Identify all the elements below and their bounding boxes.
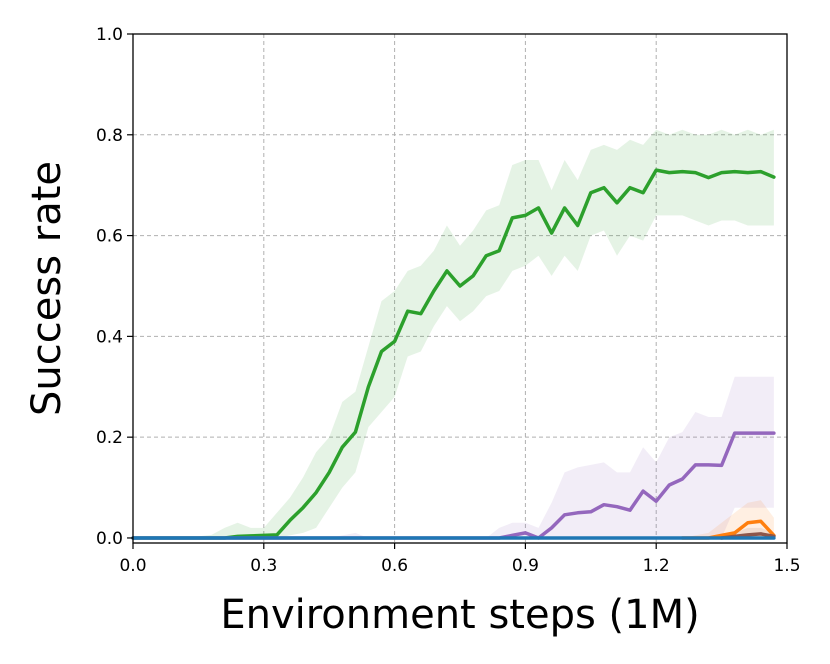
x-tick-label: 1.5 [773, 556, 800, 576]
y-tick-label: 0.4 [96, 327, 123, 347]
x-tick-label: 0.6 [381, 556, 408, 576]
y-tick-label: 0.0 [96, 529, 123, 549]
x-tick-label: 0.0 [119, 556, 146, 576]
y-tick-label: 0.8 [96, 126, 123, 146]
series-1-band [133, 376, 774, 538]
grid-lines [133, 34, 787, 543]
axis-ticks: 0.0 0.3 0.6 0.9 1.2 1.5 0.0 0.2 0.4 0.6 0.8 1.0 [96, 25, 801, 576]
y-tick-label: 0.6 [96, 227, 123, 247]
confidence-bands [133, 129, 774, 539]
y-tick-label: 0.2 [96, 428, 123, 448]
x-tick-label: 0.9 [512, 556, 539, 576]
series-0-band [133, 129, 774, 539]
y-tick-label: 1.0 [96, 25, 123, 45]
x-tick-label: 0.3 [250, 556, 277, 576]
y-axis-title: Success rate [24, 161, 70, 416]
x-tick-label: 1.2 [643, 556, 670, 576]
series-lines [131, 168, 776, 540]
plot-frame [132, 33, 788, 544]
series-2-band [682, 500, 774, 538]
x-axis-title: Environment steps (1M) [220, 592, 699, 638]
